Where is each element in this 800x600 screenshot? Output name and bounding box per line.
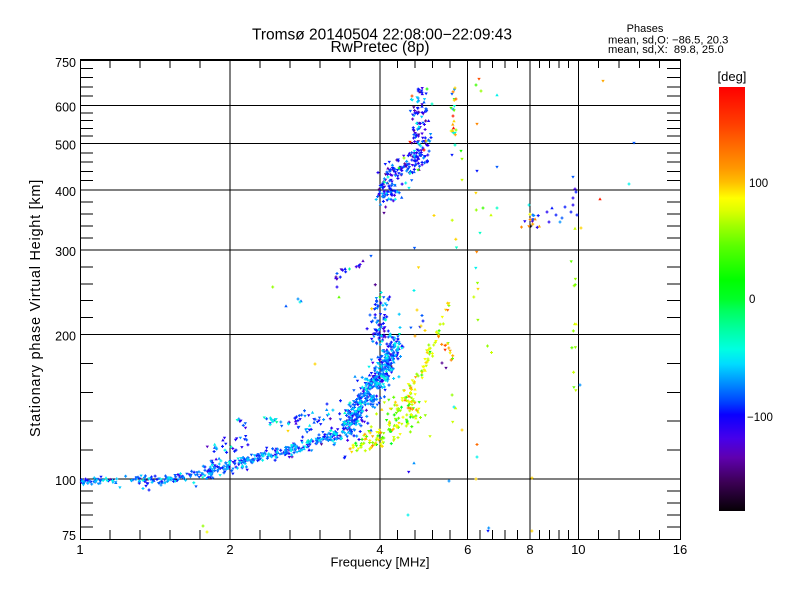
svg-text:−100: −100 xyxy=(747,412,773,424)
svg-text:mean, sd,X: 89.8, 25.0: mean, sd,X: 89.8, 25.0 xyxy=(608,44,724,56)
svg-text:750: 750 xyxy=(55,56,76,70)
svg-text:75: 75 xyxy=(62,529,76,543)
svg-text:600: 600 xyxy=(55,100,76,114)
svg-text:0: 0 xyxy=(749,294,755,306)
svg-text:100: 100 xyxy=(749,178,768,190)
svg-text:RwPretec (8p): RwPretec (8p) xyxy=(330,39,429,56)
svg-text:mean, sd,O: −86.5, 20.3: mean, sd,O: −86.5, 20.3 xyxy=(608,35,728,47)
svg-text:6: 6 xyxy=(464,542,471,557)
svg-text:2: 2 xyxy=(226,542,233,557)
svg-text:100: 100 xyxy=(55,474,76,488)
svg-text:4: 4 xyxy=(376,542,383,557)
svg-text:16: 16 xyxy=(673,542,687,557)
svg-text:400: 400 xyxy=(55,185,76,199)
svg-text:10: 10 xyxy=(571,542,585,557)
svg-text:Tromsø 20140504 22:08:00−22:09: Tromsø 20140504 22:08:00−22:09:43 xyxy=(252,27,512,44)
svg-text:8: 8 xyxy=(526,542,533,557)
svg-text:500: 500 xyxy=(55,138,76,152)
svg-text:1: 1 xyxy=(76,542,83,557)
svg-text:Phases: Phases xyxy=(627,23,664,35)
svg-text:Stationary phase Virtual Heigh: Stationary phase Virtual Height [km] xyxy=(28,179,44,437)
svg-text:Frequency [MHz]: Frequency [MHz] xyxy=(331,555,430,570)
svg-text:200: 200 xyxy=(55,329,76,343)
svg-text:[deg]: [deg] xyxy=(718,69,747,84)
svg-text:300: 300 xyxy=(55,245,76,259)
